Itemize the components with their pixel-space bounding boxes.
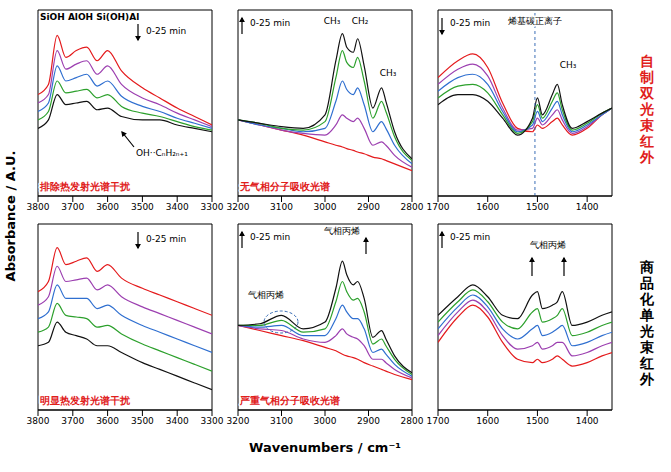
svg-text:3200: 3200 — [227, 416, 250, 426]
svg-text:3700: 3700 — [61, 202, 84, 212]
svg-text:3700: 3700 — [61, 416, 84, 426]
svg-text:明显热发射光谱干扰: 明显热发射光谱干扰 — [40, 395, 131, 406]
html-text:自: 自 — [640, 53, 654, 69]
svg-text:3800: 3800 — [27, 416, 50, 426]
svg-text:严重气相分子吸收光谱: 严重气相分子吸收光谱 — [239, 395, 340, 406]
svg-text:3600: 3600 — [96, 416, 119, 426]
svg-text:排除热发射光谱干扰: 排除热发射光谱干扰 — [39, 181, 131, 192]
svg-text:3300: 3300 — [201, 202, 224, 212]
html-text:红: 红 — [640, 133, 654, 149]
html-text:红: 红 — [640, 355, 654, 371]
svg-text:3500: 3500 — [131, 202, 154, 212]
svg-text:3400: 3400 — [166, 416, 189, 426]
svg-text:3200: 3200 — [227, 202, 250, 212]
svg-text:0-25 min: 0-25 min — [146, 234, 186, 244]
svg-text:3100: 3100 — [270, 202, 293, 212]
svg-text:CH₃: CH₃ — [324, 16, 341, 26]
svg-text:CH₃: CH₃ — [380, 68, 397, 78]
html-text:双: 双 — [640, 85, 654, 101]
html-text:束: 束 — [640, 117, 654, 133]
svg-text:SiOH AlOH Si(OH)Al: SiOH AlOH Si(OH)Al — [40, 12, 139, 22]
svg-text:1400: 1400 — [576, 416, 599, 426]
svg-text:1700: 1700 — [427, 416, 450, 426]
svg-text:气相丙烯: 气相丙烯 — [248, 290, 284, 300]
svg-text:3400: 3400 — [166, 202, 189, 212]
svg-text:1500: 1500 — [526, 416, 549, 426]
svg-text:1600: 1600 — [476, 416, 499, 426]
html-text:化: 化 — [640, 291, 654, 307]
html-text:Wavenumbers / cm⁻¹: Wavenumbers / cm⁻¹ — [249, 440, 401, 455]
svg-text:0-25 min: 0-25 min — [146, 26, 186, 36]
svg-text:1500: 1500 — [526, 202, 549, 212]
svg-text:2800: 2800 — [401, 202, 424, 212]
svg-text:3800: 3800 — [27, 202, 50, 212]
svg-text:0-25 min: 0-25 min — [250, 232, 290, 242]
svg-text:3300: 3300 — [201, 416, 224, 426]
svg-text:1400: 1400 — [576, 202, 599, 212]
svg-text:无气相分子吸收光谱: 无气相分子吸收光谱 — [239, 181, 330, 192]
svg-text:OH··CₙH₂ₙ₊₁: OH··CₙH₂ₙ₊₁ — [136, 148, 188, 158]
svg-text:Absorbance / A.U.: Absorbance / A.U. — [3, 151, 18, 282]
svg-text:CH₂: CH₂ — [352, 16, 369, 26]
svg-text:CH₃: CH₃ — [560, 60, 577, 70]
html-text:光: 光 — [640, 101, 654, 117]
svg-text:1600: 1600 — [476, 202, 499, 212]
html-text:品: 品 — [640, 275, 654, 291]
svg-text:2800: 2800 — [401, 416, 424, 426]
svg-text:3000: 3000 — [314, 416, 337, 426]
html-text:外: 外 — [640, 371, 654, 387]
svg-text:2900: 2900 — [357, 202, 380, 212]
svg-text:2900: 2900 — [357, 416, 380, 426]
svg-text:气相丙烯: 气相丙烯 — [324, 226, 360, 236]
svg-text:0-25 min: 0-25 min — [250, 18, 290, 28]
svg-text:0-25 min: 0-25 min — [450, 232, 490, 242]
svg-text:3600: 3600 — [96, 202, 119, 212]
html-text:光: 光 — [640, 323, 654, 339]
svg-text:气相丙烯: 气相丙烯 — [530, 240, 566, 250]
html-text:单: 单 — [640, 307, 654, 323]
svg-text:3100: 3100 — [270, 416, 293, 426]
html-text:外: 外 — [640, 149, 654, 165]
svg-text:0-25 min: 0-25 min — [450, 18, 490, 28]
svg-text:3000: 3000 — [314, 202, 337, 212]
svg-text:烯基碳正离子: 烯基碳正离子 — [508, 16, 562, 26]
svg-text:1700: 1700 — [427, 202, 450, 212]
html-text:商: 商 — [640, 259, 654, 275]
html-text:制: 制 — [640, 69, 654, 85]
html-text:束: 束 — [640, 339, 654, 355]
svg-text:3500: 3500 — [131, 416, 154, 426]
